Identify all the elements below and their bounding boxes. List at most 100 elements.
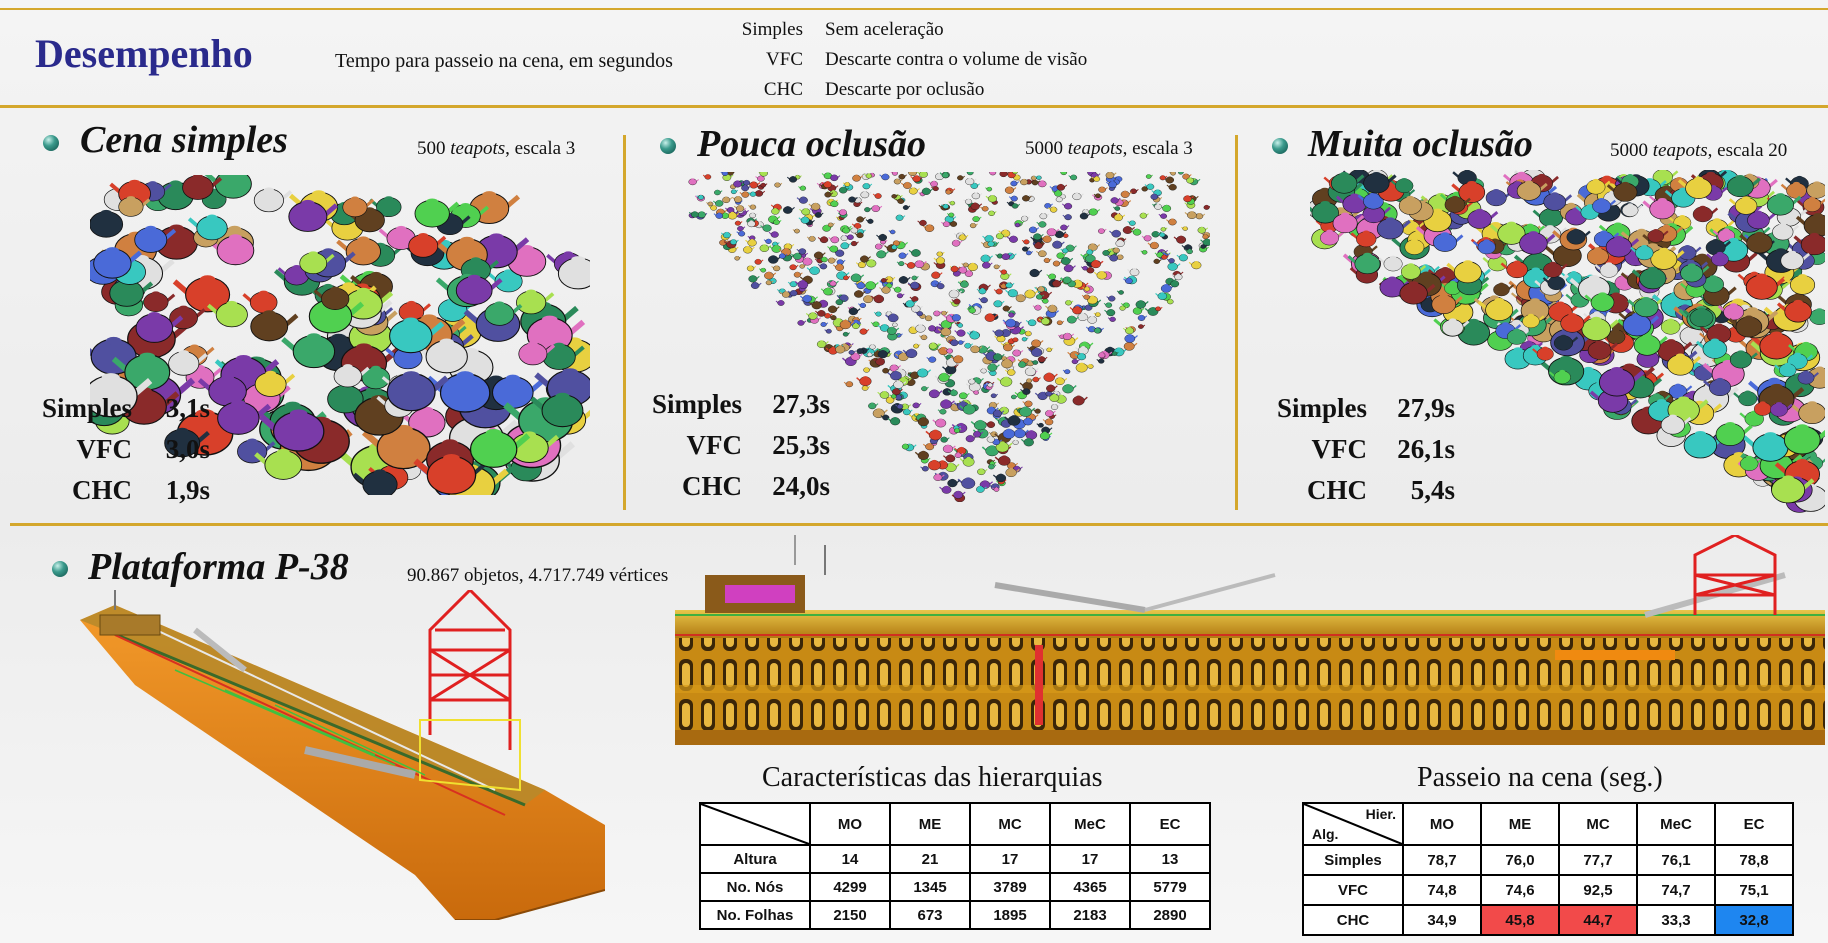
bullet-icon (52, 561, 68, 577)
table-cell: 74,8 (1402, 874, 1482, 906)
timing-alg: CHC (1307, 475, 1367, 505)
page-title: Desempenho (35, 31, 253, 76)
table-cell: 2183 (1049, 900, 1131, 930)
table-cell: 14 (809, 844, 891, 874)
panel-divider (623, 135, 626, 510)
hierarchy-table: MO ME MC MeC EC Altura 14 21 17 17 13 No… (699, 802, 1211, 930)
ship-perspective-image (75, 590, 605, 920)
info-word: teapots (1652, 140, 1708, 161)
teapot-scene-image (1310, 170, 1825, 515)
panel-title-pouca-oclusao: Pouca oclusão (697, 123, 927, 165)
info-count: 5000 (1025, 138, 1063, 159)
table-row: No. Folhas 2150 673 1895 2183 2890 (699, 900, 1211, 930)
timing-alg: VFC (76, 434, 133, 464)
table-cell: 74,7 (1636, 874, 1716, 906)
legend-desc: Descarte por oclusão (825, 79, 985, 100)
table-cell: 78,7 (1402, 844, 1482, 876)
table-cell-highlight-slow: 44,7 (1558, 904, 1638, 936)
bullet-icon (1272, 138, 1288, 154)
info-word: teapots (1067, 138, 1123, 159)
walk-time-table: Hier. Alg. MO ME MC MeC EC Simples 78,7 … (1302, 802, 1794, 936)
panel-info: 5000 teapots, escala 20 (1610, 140, 1787, 162)
table-header-row: Hier. Alg. MO ME MC MeC EC (1302, 802, 1794, 846)
corner-label-hier: Hier. (1365, 806, 1396, 822)
hierarchy-table-title: Características das hierarquias (762, 762, 1103, 793)
table-row: CHC 34,9 45,8 44,7 33,3 32,8 (1302, 904, 1794, 936)
table-row: VFC 74,8 74,6 92,5 74,7 75,1 (1302, 874, 1794, 906)
table-cell: 75,1 (1714, 874, 1794, 906)
timing-alg: VFC (1311, 434, 1368, 464)
timing-value: 24,0s (772, 471, 830, 501)
table-cell: 76,1 (1636, 844, 1716, 876)
header-rule (0, 105, 1828, 108)
timing-block: Simples 27,9s VFC 26,1s CHC 5,4s (1270, 388, 1455, 511)
corner-cell (699, 802, 811, 846)
table-cell: 33,3 (1636, 904, 1716, 936)
timing-alg: Simples (651, 389, 742, 419)
legend-key: Simples (741, 19, 803, 40)
info-rest: , escala 3 (505, 138, 576, 159)
table-cell-highlight-slow: 45,8 (1480, 904, 1560, 936)
info-word: teapots (450, 138, 506, 159)
table-cell: 92,5 (1558, 874, 1638, 906)
table-cell: 2890 (1129, 900, 1211, 930)
algorithm-legend: Simples Sem aceleração VFC Descarte cont… (735, 15, 1087, 105)
panel-info: 500 teapots, escala 3 (417, 138, 575, 160)
teapot-scene-image (90, 175, 590, 495)
row-label: No. Folhas (699, 900, 811, 930)
column-header: ME (889, 802, 971, 846)
ship-side-image (675, 535, 1825, 745)
platform-title: Plataforma P-38 (88, 546, 349, 588)
timing-value: 25,3s (772, 430, 830, 460)
timing-value: 27,9s (1397, 393, 1455, 423)
timing-alg: VFC (686, 430, 743, 460)
table-cell: 77,7 (1558, 844, 1638, 876)
row-label: CHC (1302, 904, 1404, 936)
table-header-row: MO ME MC MeC EC (699, 802, 1211, 846)
column-header: MO (809, 802, 891, 846)
timing-block: Simples 3,1s VFC 3,0s CHC 1,9s (40, 388, 210, 511)
table-cell: 17 (1049, 844, 1131, 874)
info-rest: , escala 3 (1122, 138, 1193, 159)
bullet-icon (660, 138, 676, 154)
column-header: EC (1129, 802, 1211, 846)
panel-info: 5000 teapots, escala 3 (1025, 138, 1193, 160)
table-row: Altura 14 21 17 17 13 (699, 844, 1211, 874)
corner-label-alg: Alg. (1312, 826, 1339, 842)
timing-value: 3,0s (165, 434, 210, 464)
info-count: 5000 (1610, 140, 1648, 161)
table-cell: 3789 (969, 872, 1051, 902)
table-cell: 76,0 (1480, 844, 1560, 876)
timing-block: Simples 27,3s VFC 25,3s CHC 24,0s (645, 384, 830, 507)
table-cell: 5779 (1129, 872, 1211, 902)
table-cell-highlight-best: 32,8 (1714, 904, 1794, 936)
row-label: No. Nós (699, 872, 811, 902)
table-cell: 4365 (1049, 872, 1131, 902)
column-header: MO (1402, 802, 1482, 846)
panel-title-muita-oclusao: Muita oclusão (1308, 123, 1533, 165)
info-count: 500 (417, 138, 446, 159)
panel-divider (1235, 135, 1238, 510)
table-cell: 1345 (889, 872, 971, 902)
legend-key: CHC (763, 79, 803, 100)
platform-info: 90.867 objetos, 4.717.749 vértices (407, 565, 669, 586)
table-cell: 1895 (969, 900, 1051, 930)
table-cell: 17 (969, 844, 1051, 874)
table-row: Simples 78,7 76,0 77,7 76,1 78,8 (1302, 844, 1794, 876)
walk-table-title: Passeio na cena (seg.) (1417, 762, 1663, 793)
row-label: VFC (1302, 874, 1404, 906)
legend-desc: Descarte contra o volume de visão (825, 49, 1088, 70)
timing-value: 1,9s (165, 475, 210, 505)
teapot-scene-image (680, 172, 1210, 502)
table-cell: 34,9 (1402, 904, 1482, 936)
timing-alg: Simples (41, 393, 132, 423)
column-header: MC (969, 802, 1051, 846)
table-cell: 673 (889, 900, 971, 930)
column-header: ME (1480, 802, 1560, 846)
table-cell: 13 (1129, 844, 1211, 874)
timing-value: 27,3s (772, 389, 830, 419)
table-cell: 74,6 (1480, 874, 1560, 906)
panel-title-cena-simples: Cena simples (80, 119, 288, 161)
timing-alg: CHC (682, 471, 742, 501)
timing-alg: Simples (1276, 393, 1367, 423)
